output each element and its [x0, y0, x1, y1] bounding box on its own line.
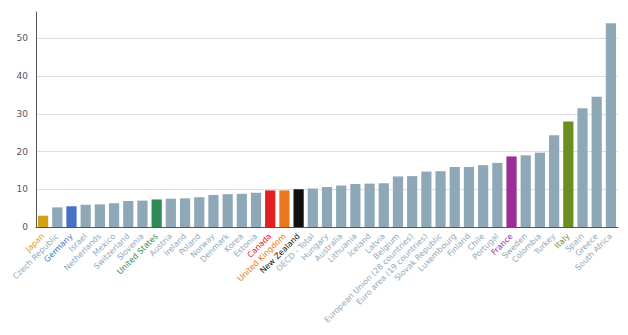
svg-text:0: 0 [22, 222, 28, 232]
svg-text:Japan: Japan [24, 231, 47, 254]
svg-text:Spain: Spain [563, 231, 586, 254]
svg-text:50: 50 [17, 33, 29, 43]
svg-text:Norway: Norway [188, 231, 217, 260]
svg-text:Turkey: Turkey [532, 231, 558, 257]
svg-text:Korea: Korea [222, 231, 245, 255]
svg-text:Colombia: Colombia [510, 231, 544, 265]
svg-text:10: 10 [17, 184, 29, 194]
svg-text:South Africa: South Africa [573, 232, 614, 273]
svg-text:Euro area (19 countries): Euro area (19 countries) [354, 231, 430, 307]
svg-text:Australia: Australia [313, 231, 345, 264]
svg-text:Czech Republic: Czech Republic [11, 231, 61, 282]
svg-text:Austria: Austria [147, 231, 174, 259]
svg-text:Lithuania: Lithuania [326, 231, 359, 265]
svg-text:Latvia: Latvia [363, 231, 387, 256]
svg-text:Italy: Italy [552, 231, 572, 251]
svg-text:Canada: Canada [245, 231, 274, 260]
svg-text:Chile: Chile [465, 231, 487, 253]
svg-text:40: 40 [17, 71, 29, 81]
svg-text:United Kingdom: United Kingdom [235, 231, 288, 284]
svg-text:France: France [489, 231, 515, 257]
svg-text:Hungary: Hungary [299, 231, 331, 263]
svg-text:Slovak Republic: Slovak Republic [392, 231, 444, 283]
svg-text:20: 20 [17, 147, 29, 157]
svg-text:New Zealand: New Zealand [258, 231, 302, 276]
svg-text:Ireland: Ireland [162, 231, 189, 258]
svg-text:Slovenia: Slovenia [115, 231, 146, 263]
svg-text:Netherlands: Netherlands [62, 231, 104, 273]
svg-text:Finland: Finland [445, 231, 473, 259]
svg-text:Luxembourg: Luxembourg [416, 231, 458, 274]
svg-text:Germany: Germany [42, 231, 75, 265]
svg-text:Greece: Greece [573, 231, 600, 259]
svg-text:Portugal: Portugal [470, 231, 501, 262]
svg-text:United States: United States [115, 231, 160, 277]
svg-text:Poland: Poland [177, 231, 203, 257]
svg-text:Mexico: Mexico [91, 231, 118, 258]
svg-text:Sweden: Sweden [500, 231, 529, 261]
svg-text:Belgium: Belgium [371, 231, 402, 262]
svg-text:Israel: Israel [67, 231, 89, 254]
svg-text:OECD - Total: OECD - Total [274, 231, 316, 274]
svg-text:Estonia: Estonia [232, 231, 260, 259]
svg-text:European Union (28 countries): European Union (28 countries) [322, 231, 416, 325]
svg-text:Denmark: Denmark [198, 231, 231, 265]
svg-text:Switzerland: Switzerland [92, 231, 132, 272]
svg-text:30: 30 [17, 109, 29, 119]
svg-text:Iceland: Iceland [346, 231, 373, 259]
